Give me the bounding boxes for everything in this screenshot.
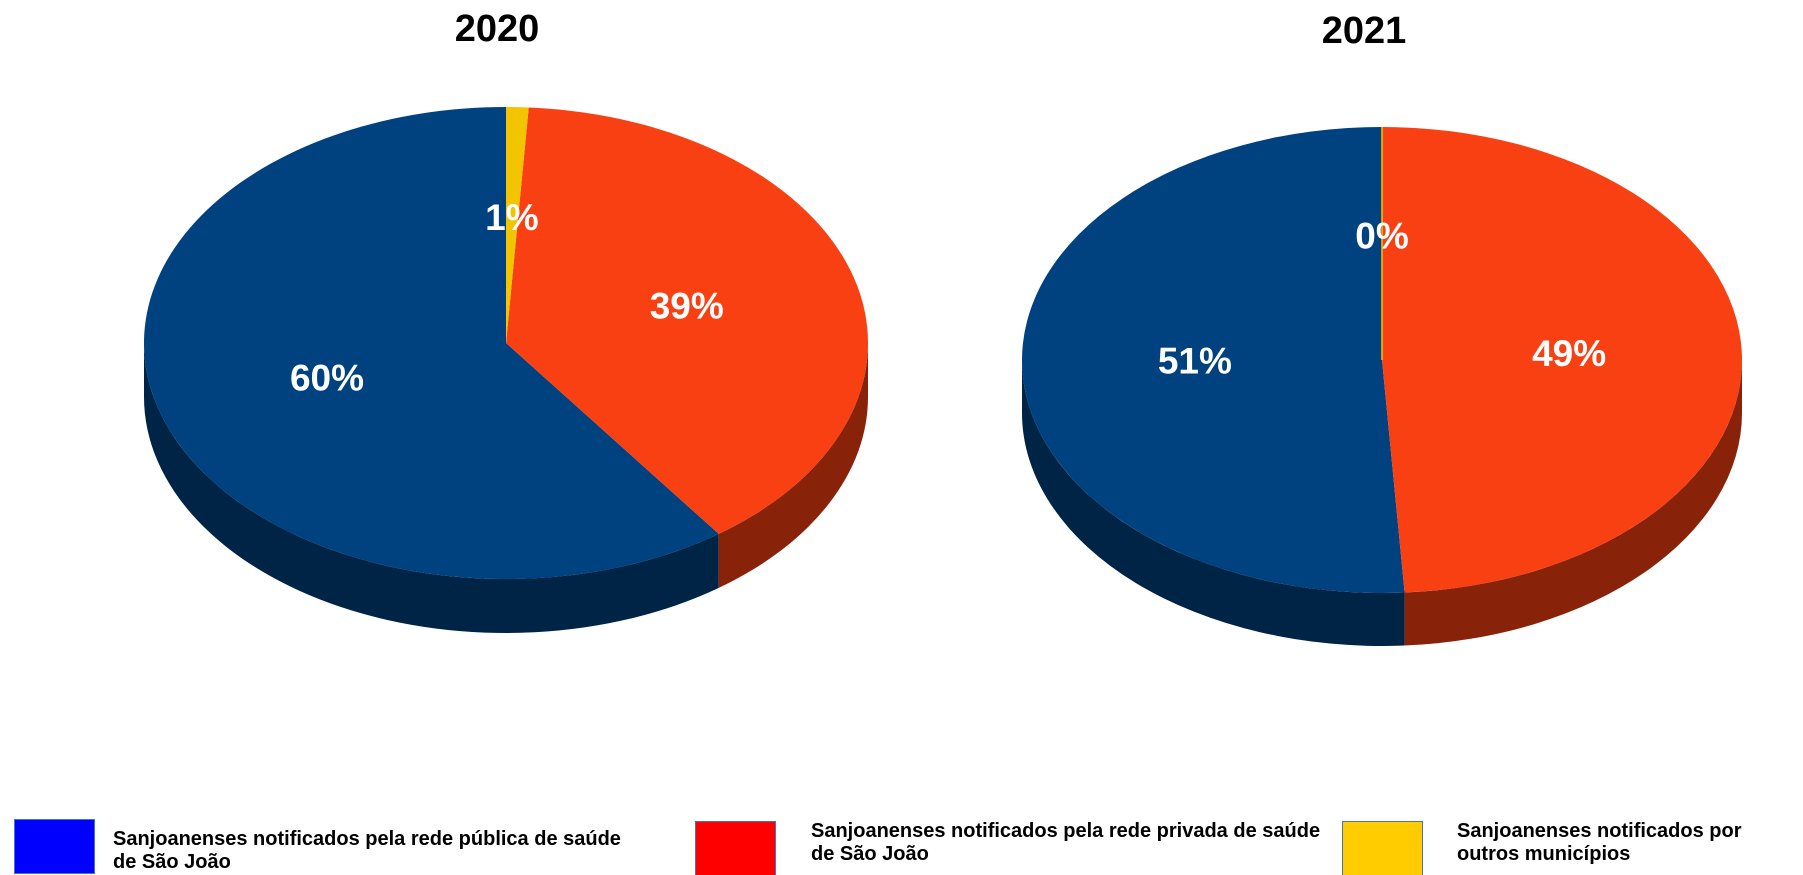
slice xyxy=(1382,127,1742,593)
slice-side xyxy=(144,343,719,634)
slice xyxy=(1021,127,1405,594)
slice-side xyxy=(1404,360,1742,646)
legend-label: Sanjoanenses notificados pela rede públi… xyxy=(113,828,621,873)
slice-side xyxy=(718,343,869,588)
data-label: 60% xyxy=(290,358,364,399)
legend-swatch xyxy=(14,819,95,874)
legend-swatch xyxy=(1342,821,1423,875)
data-label: 51% xyxy=(1158,341,1232,382)
data-label: 49% xyxy=(1532,333,1606,374)
slice-side xyxy=(1021,360,1405,646)
chart-title: 2021 xyxy=(1322,10,1407,52)
chart-title: 2020 xyxy=(455,8,540,50)
slice xyxy=(506,107,869,534)
data-label: 0% xyxy=(1355,216,1408,257)
slice xyxy=(506,107,529,343)
data-label: 39% xyxy=(650,286,724,327)
legend-label: Sanjoanenses notificados por outros muni… xyxy=(1457,820,1742,865)
legend-label: Sanjoanenses notificados pela rede priva… xyxy=(811,820,1321,865)
data-label: 1% xyxy=(485,197,538,238)
legend-swatch xyxy=(695,821,776,875)
slice xyxy=(144,107,719,579)
